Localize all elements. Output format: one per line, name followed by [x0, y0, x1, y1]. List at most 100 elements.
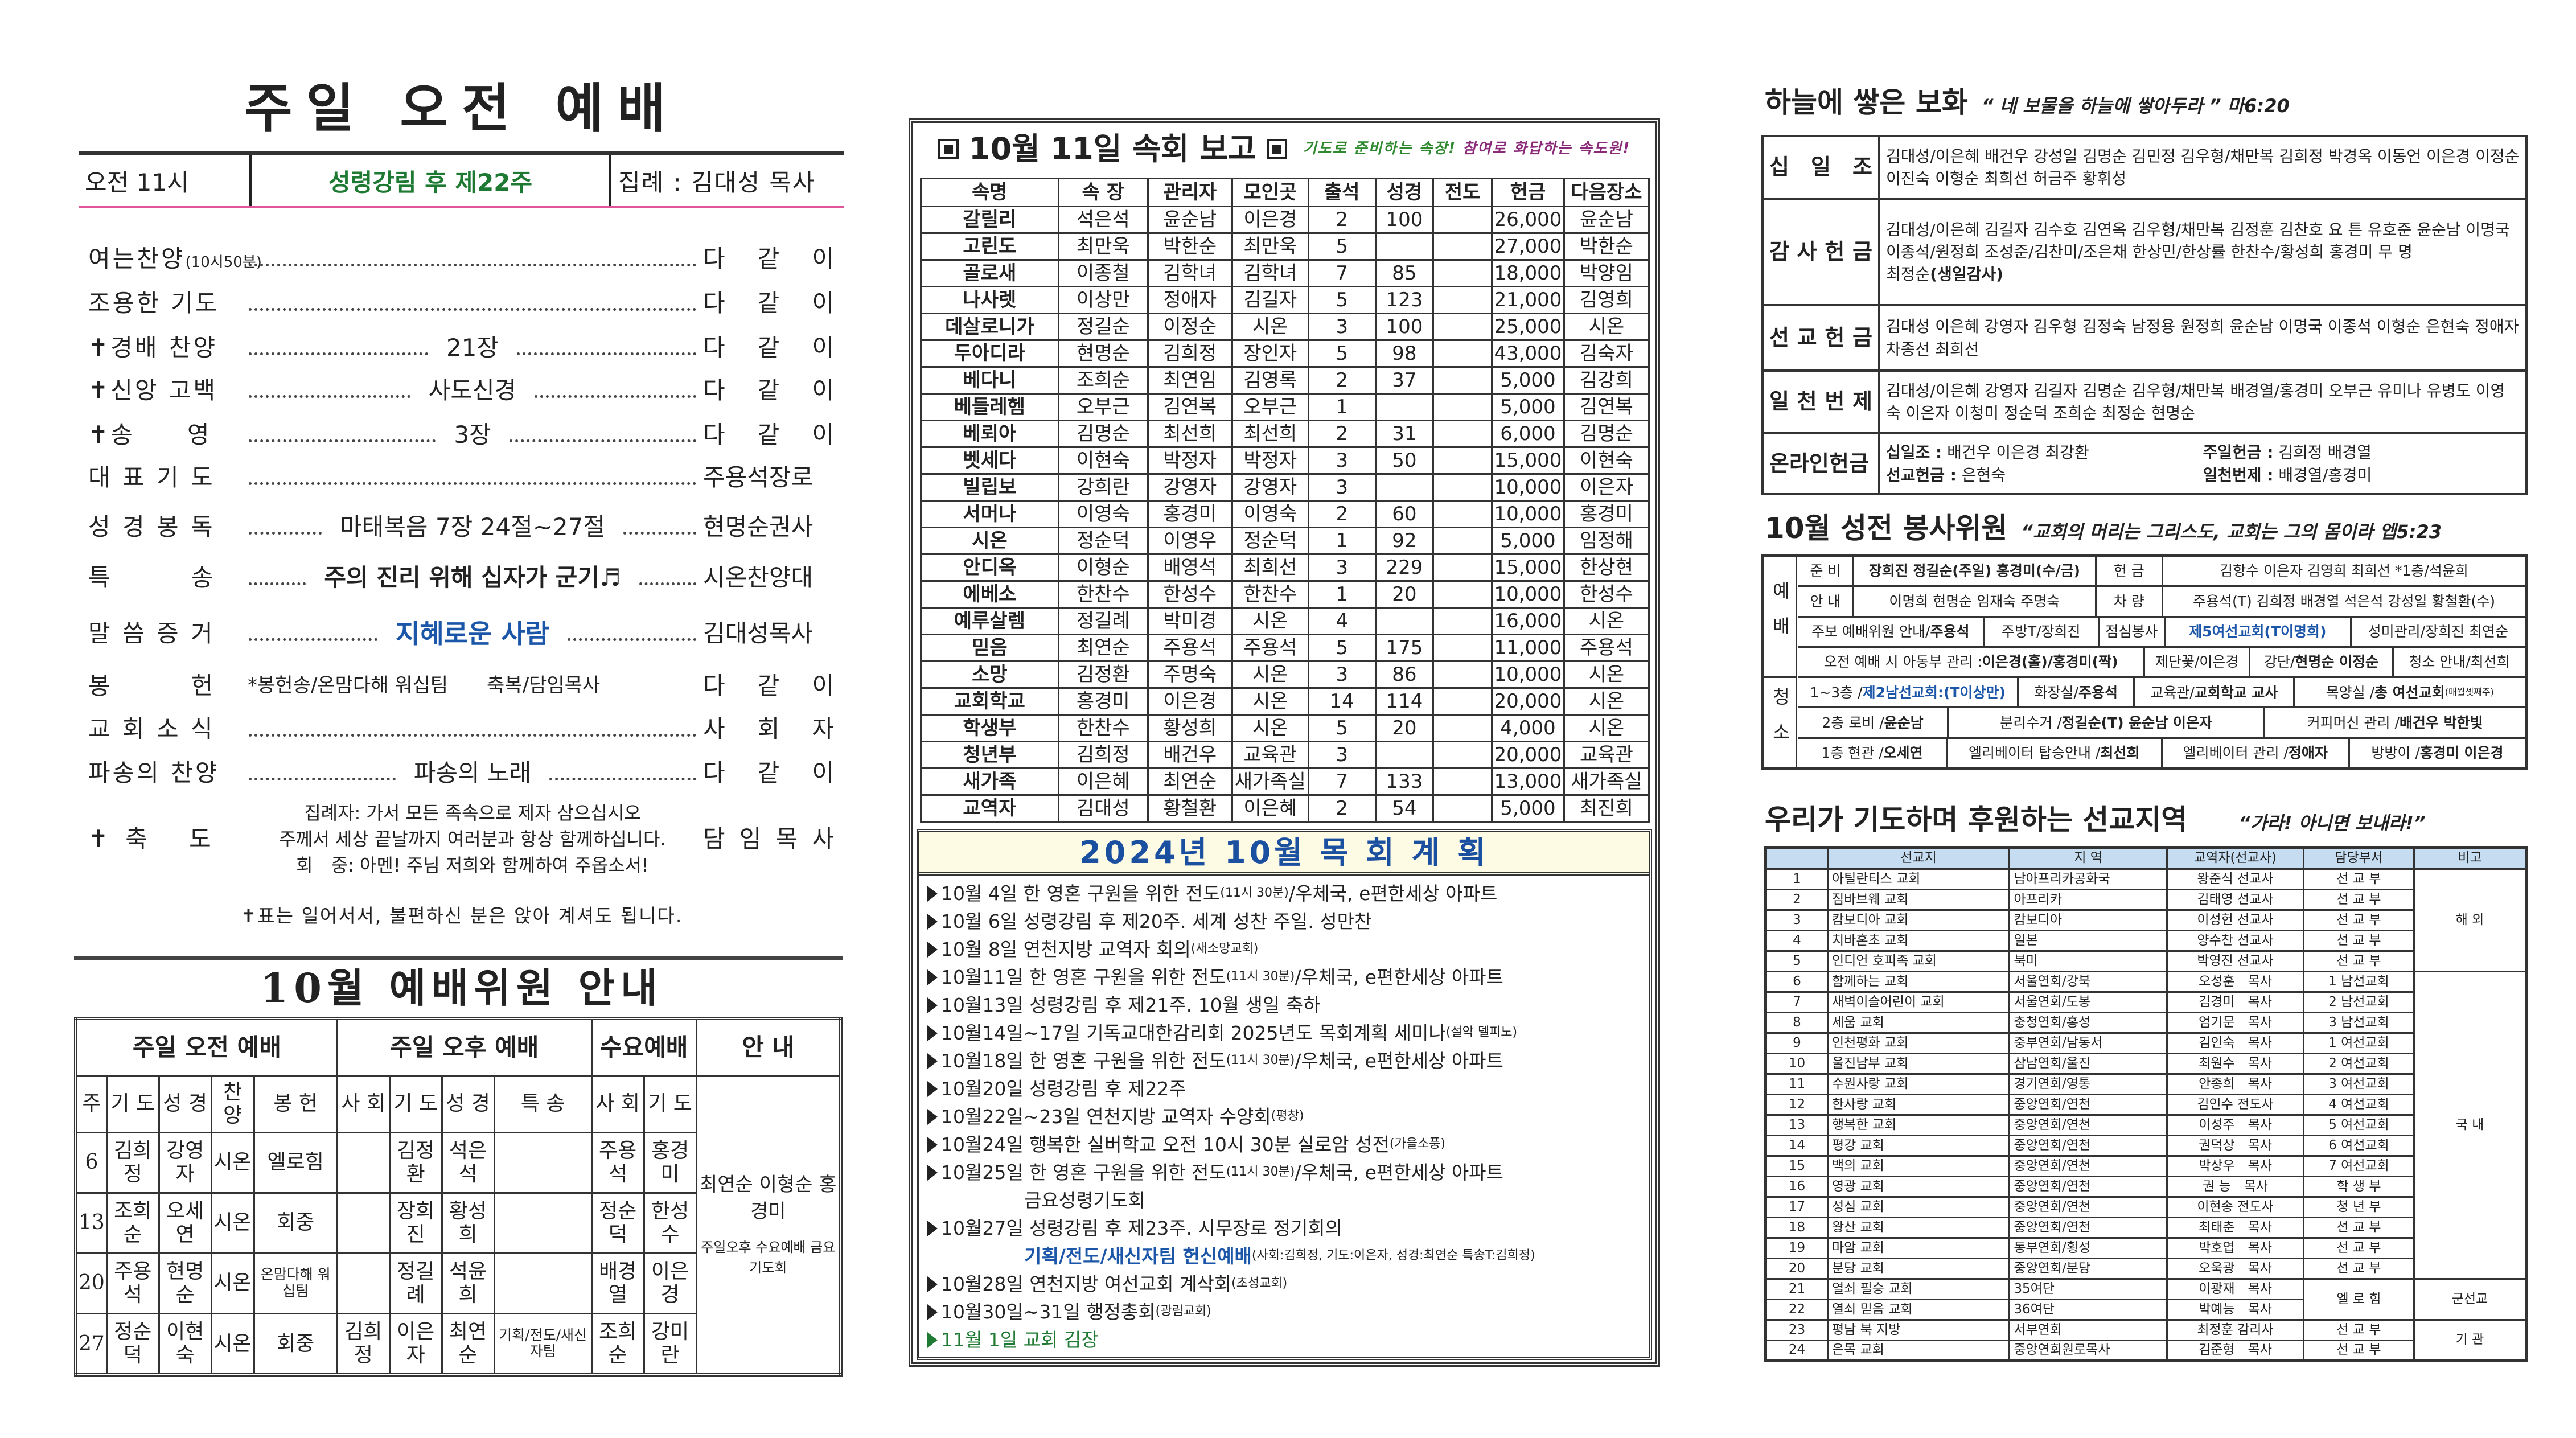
mission-region: 중앙연회/연천	[2008, 1196, 2168, 1218]
cell-value: 3	[1307, 553, 1377, 582]
standing-note: ✝표는 일어서서, 불편하신 분은 앉아 계셔도 됩니다.	[240, 905, 683, 927]
volunteer-table: 예배 청소 준 비 장희진 정길순(주일) 홍경미(수/금) 헌 금 김항수 이은자 …	[1761, 554, 2528, 770]
tagline-purple: 참여로 화답하는 속도원!	[1462, 140, 1631, 158]
volunteer-text: 주용석(T) 김희정 배경열 석은석 강성일 황철환(수)	[2192, 593, 2495, 610]
mission-department: 1 여선교회	[2303, 1032, 2415, 1054]
cell-value: 이현숙	[1057, 446, 1149, 475]
offering-title: 하늘에 쌓은 보화	[1765, 86, 1968, 119]
cell-value: 김정환	[1057, 660, 1149, 689]
cell-value: 이은경	[1231, 206, 1309, 234]
cell-value: 오부근	[1057, 393, 1149, 421]
triangle-bullet-icon	[927, 1053, 938, 1069]
mission-pastor: 오욱광 목사	[2166, 1258, 2305, 1280]
order-leader: 다 같 이	[703, 333, 834, 361]
mission-pastor: 권 능 목사	[2166, 1176, 2305, 1198]
cell-value: 100	[1374, 206, 1435, 234]
cell-value: 베다니	[920, 366, 1059, 395]
mission-department: 7 여선교회	[2303, 1155, 2415, 1177]
dotted-leader	[249, 777, 396, 780]
order-label: ✝신앙 고백	[88, 377, 242, 404]
mission-pastor: 왕준식 선교사	[2166, 868, 2305, 890]
cell-value	[1432, 393, 1493, 421]
committee-cell: 기획/전도/새신자팀	[493, 1312, 593, 1376]
volunteer-cell: 엘리베이터 관리 / 정애자	[2163, 738, 2350, 767]
offering-names: 김대성/이은혜 배건우 강성일 김명순 김민정 김우형/채만복 김희정 박경옥 …	[1878, 135, 2528, 200]
volunteer-text: 주용석	[2078, 684, 2118, 701]
mission-number: 5	[1765, 950, 1829, 972]
cell-value: 2	[1307, 366, 1377, 395]
mission-row: 7 새벽이슬어린이 교회 서울연회/도봉 김경미 목사 2 남선교회	[1765, 991, 2526, 1013]
service-time: 오전 11시	[79, 155, 252, 206]
cell-value	[1432, 446, 1493, 475]
order-row: ✝송 영 3장 다 같 이	[88, 418, 834, 452]
plan-text: /우체국, e편한세상 아파트	[1295, 1161, 1503, 1184]
dotted-leader	[567, 638, 696, 641]
offering-label: 감 사 헌 금	[1761, 198, 1880, 306]
online-value: 김희정 배경열	[2273, 443, 2372, 462]
cell-value	[1432, 714, 1493, 742]
cell-value: 3	[1307, 660, 1377, 689]
triangle-bullet-icon	[927, 1025, 938, 1041]
order-row: 파송의 찬양 파송의 노래 다 같 이	[88, 756, 834, 790]
mission-pastor: 이현송 전도사	[2166, 1196, 2305, 1218]
mission-number: 1	[1765, 868, 1829, 890]
order-label-text: 교 회 소 식	[88, 714, 215, 743]
cell-value: 새가족	[920, 767, 1059, 796]
guide-cell: 최연순 이형순 홍경미 주일오후 수요예배 금요기도회	[695, 1074, 842, 1376]
mission-department: 4 여선교회	[2303, 1094, 2415, 1116]
mission-church: 인천평화 교회	[1826, 1032, 2011, 1054]
cell-value: 한찬수	[1231, 580, 1309, 609]
mission-church: 수원사랑 교회	[1826, 1073, 2011, 1095]
volunteer-text: 제5여선교회(T이명희)	[2189, 623, 2327, 640]
order-label-text: 성 경 봉 독	[88, 512, 215, 541]
mission-church: 마암 교회	[1826, 1237, 2011, 1259]
order-row: 대 표 기 도 주용석장로	[88, 461, 834, 495]
mission-number: 14	[1765, 1135, 1829, 1157]
volunteer-cell: 오전 예배 시 아동부 관리 : 이은경(홀)/홍경미(짝)	[1798, 647, 2146, 677]
mission-pastor: 이성헌 선교사	[2166, 909, 2305, 931]
cell-report-tagline: 기도로 준비하는 속장! 참여로 화답하는 속도원!	[1303, 141, 1630, 157]
order-label: 교 회 소 식	[88, 716, 242, 742]
cell-value: 1	[1307, 393, 1377, 421]
volunteer-text: 주용석	[1930, 623, 1970, 640]
plan-item: 10월11일 한 영혼 구원을 위한 전도 (11시 30분)/우체국, e편한세…	[927, 963, 1649, 991]
dotted-leader	[249, 352, 428, 355]
order-label-text: 대 표 기 도	[88, 463, 215, 491]
cell-value: 14	[1307, 687, 1377, 716]
cell-value: 오부근	[1231, 393, 1309, 421]
volunteer-cell: 이명희 현명순 임재숙 주명숙	[1854, 587, 2097, 616]
mission-number: 23	[1765, 1319, 1829, 1341]
online-item: 선교헌금 : 은현숙	[1886, 464, 2203, 486]
dotted-leader	[249, 582, 306, 585]
mission-number: 16	[1765, 1176, 1829, 1198]
committee-cell: 석윤희	[441, 1252, 495, 1314]
cell-value: 박정자	[1147, 446, 1233, 475]
plan-text: (가을소풍)	[1389, 1137, 1446, 1152]
order-row: ✝경배 찬양 21장 다 같 이	[88, 331, 834, 365]
order-content: 사도신경	[428, 376, 517, 404]
cell-value: 소망	[920, 660, 1059, 689]
cell-value: 5,000	[1491, 794, 1565, 823]
dotted-leader	[249, 638, 378, 641]
cell-value: 베들레헴	[920, 393, 1059, 421]
volunteer-text: 점심봉사	[2105, 623, 2158, 640]
order-label: 성 경 봉 독	[88, 512, 242, 541]
volunteer-row: 안 내 이명희 현명순 임재숙 주명숙 차 량 주용석(T) 김희정 배경열 석은석 …	[1798, 587, 2525, 618]
cell-value	[1374, 393, 1435, 421]
plan-item: 10월22일~23일 연천지방 교역자 수양회 (평창)	[927, 1103, 1649, 1131]
committee-cell: 시온	[210, 1252, 255, 1314]
cell-value: 최진희	[1563, 794, 1650, 823]
plan-text: 10월30일~31일 행정총회	[941, 1300, 1156, 1323]
triangle-bullet-icon	[927, 1164, 938, 1181]
plan-text: (설악 델피노)	[1445, 1025, 1518, 1040]
mission-row: 20 분당 교회 중앙연회/분당 오욱광 목사 선 교 부	[1765, 1258, 2526, 1280]
committee-cell: 조희순	[105, 1192, 160, 1254]
committee-cell: 강미란	[643, 1312, 697, 1376]
volunteer-text: 청소 안내/최선희	[2409, 654, 2510, 671]
mission-pastor: 권덕상 목사	[2166, 1135, 2305, 1157]
cell-value: 4,000	[1491, 714, 1565, 742]
cell-value: 26,000	[1491, 206, 1565, 234]
order-content: 3장	[454, 420, 491, 449]
